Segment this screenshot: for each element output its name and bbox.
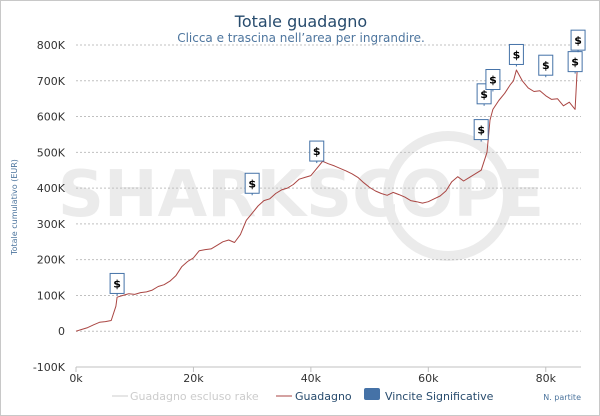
marker-label: $ xyxy=(513,48,521,61)
y-tick-label: 700K xyxy=(37,75,66,88)
marker-flag xyxy=(567,51,583,73)
marker-label: $ xyxy=(480,88,488,101)
significant-win-marker[interactable]: $ xyxy=(473,119,489,142)
watermark-ring xyxy=(383,131,513,261)
legend-swatch-significant-wins xyxy=(364,388,380,400)
legend-label-significant-wins: Vincite Significative xyxy=(385,390,494,403)
significant-win-marker[interactable]: $ xyxy=(109,272,125,296)
y-tick-label: 200K xyxy=(37,254,66,267)
y-tick-label: -100K xyxy=(33,361,66,374)
significant-win-marker[interactable]: $ xyxy=(309,140,325,164)
marker-flag xyxy=(309,140,325,162)
marker-flag xyxy=(473,119,489,141)
marker-label: $ xyxy=(574,34,582,47)
x-axis-label: N. partite xyxy=(543,393,581,402)
significant-win-marker[interactable]: $ xyxy=(485,69,501,92)
legend-label-excluding-rake: Guadagno escluso rake xyxy=(130,390,259,403)
x-tick-label: 0k xyxy=(69,372,83,385)
significant-win-markers[interactable]: $$$$$$$$ $$ xyxy=(109,29,586,296)
marker-label: $ xyxy=(113,277,121,290)
y-axis-label: Totale cumulativo (EUR) xyxy=(10,159,19,256)
y-tick-label: 100K xyxy=(37,289,66,302)
y-tick-label: 400K xyxy=(37,182,66,195)
marker-flag xyxy=(538,54,554,76)
y-tick-label: 800K xyxy=(37,39,66,52)
legend-item-profit[interactable]: Guadagno xyxy=(276,390,352,403)
legend[interactable]: Guadagno escluso rake Guadagno Vincite S… xyxy=(112,388,494,403)
axes: -100K 0 100K 200K 300K 400K 500K 600K 700K 800K 0k… xyxy=(33,39,581,385)
legend-label-profit: Guadagno xyxy=(295,390,352,403)
chart-title: Totale guadagno xyxy=(234,12,367,31)
x-tick-label: 40k xyxy=(301,372,322,385)
marker-label: $ xyxy=(542,59,550,72)
significant-win-marker[interactable]: $ xyxy=(567,51,583,74)
x-tick-label: 60k xyxy=(418,372,439,385)
watermark: SHARKSCOPE xyxy=(58,158,544,232)
x-tick-label: 20k xyxy=(183,372,204,385)
marker-flag xyxy=(570,29,586,51)
marker-label: $ xyxy=(313,145,321,158)
y-tick-label: 500K xyxy=(37,146,66,159)
x-tick-label: 80k xyxy=(536,372,557,385)
marker-label: $ xyxy=(248,177,256,190)
marker-label: $ xyxy=(489,74,497,87)
legend-item-significant-wins[interactable]: Vincite Significative xyxy=(364,388,494,403)
y-tick-label: 600K xyxy=(37,111,66,124)
marker-flag xyxy=(244,172,260,194)
y-tick-label: 300K xyxy=(37,218,66,231)
marker-label: $ xyxy=(571,56,579,69)
marker-flag xyxy=(508,43,524,65)
chart-subtitle: Clicca e trascina nell’area per ingrandi… xyxy=(177,31,425,45)
marker-flag xyxy=(485,69,501,91)
significant-win-marker[interactable]: $ xyxy=(508,43,524,67)
significant-win-marker[interactable]: $ xyxy=(570,29,586,53)
y-tick-label: 0 xyxy=(58,325,65,338)
significant-win-marker[interactable]: $ xyxy=(244,172,260,196)
marker-flag xyxy=(109,272,125,294)
series-line-guadagno xyxy=(75,52,579,332)
significant-win-marker[interactable]: $ xyxy=(538,54,554,78)
marker-label: $ xyxy=(477,124,485,137)
legend-item-excluding-rake[interactable]: Guadagno escluso rake xyxy=(112,390,259,403)
series-lines xyxy=(75,52,579,332)
